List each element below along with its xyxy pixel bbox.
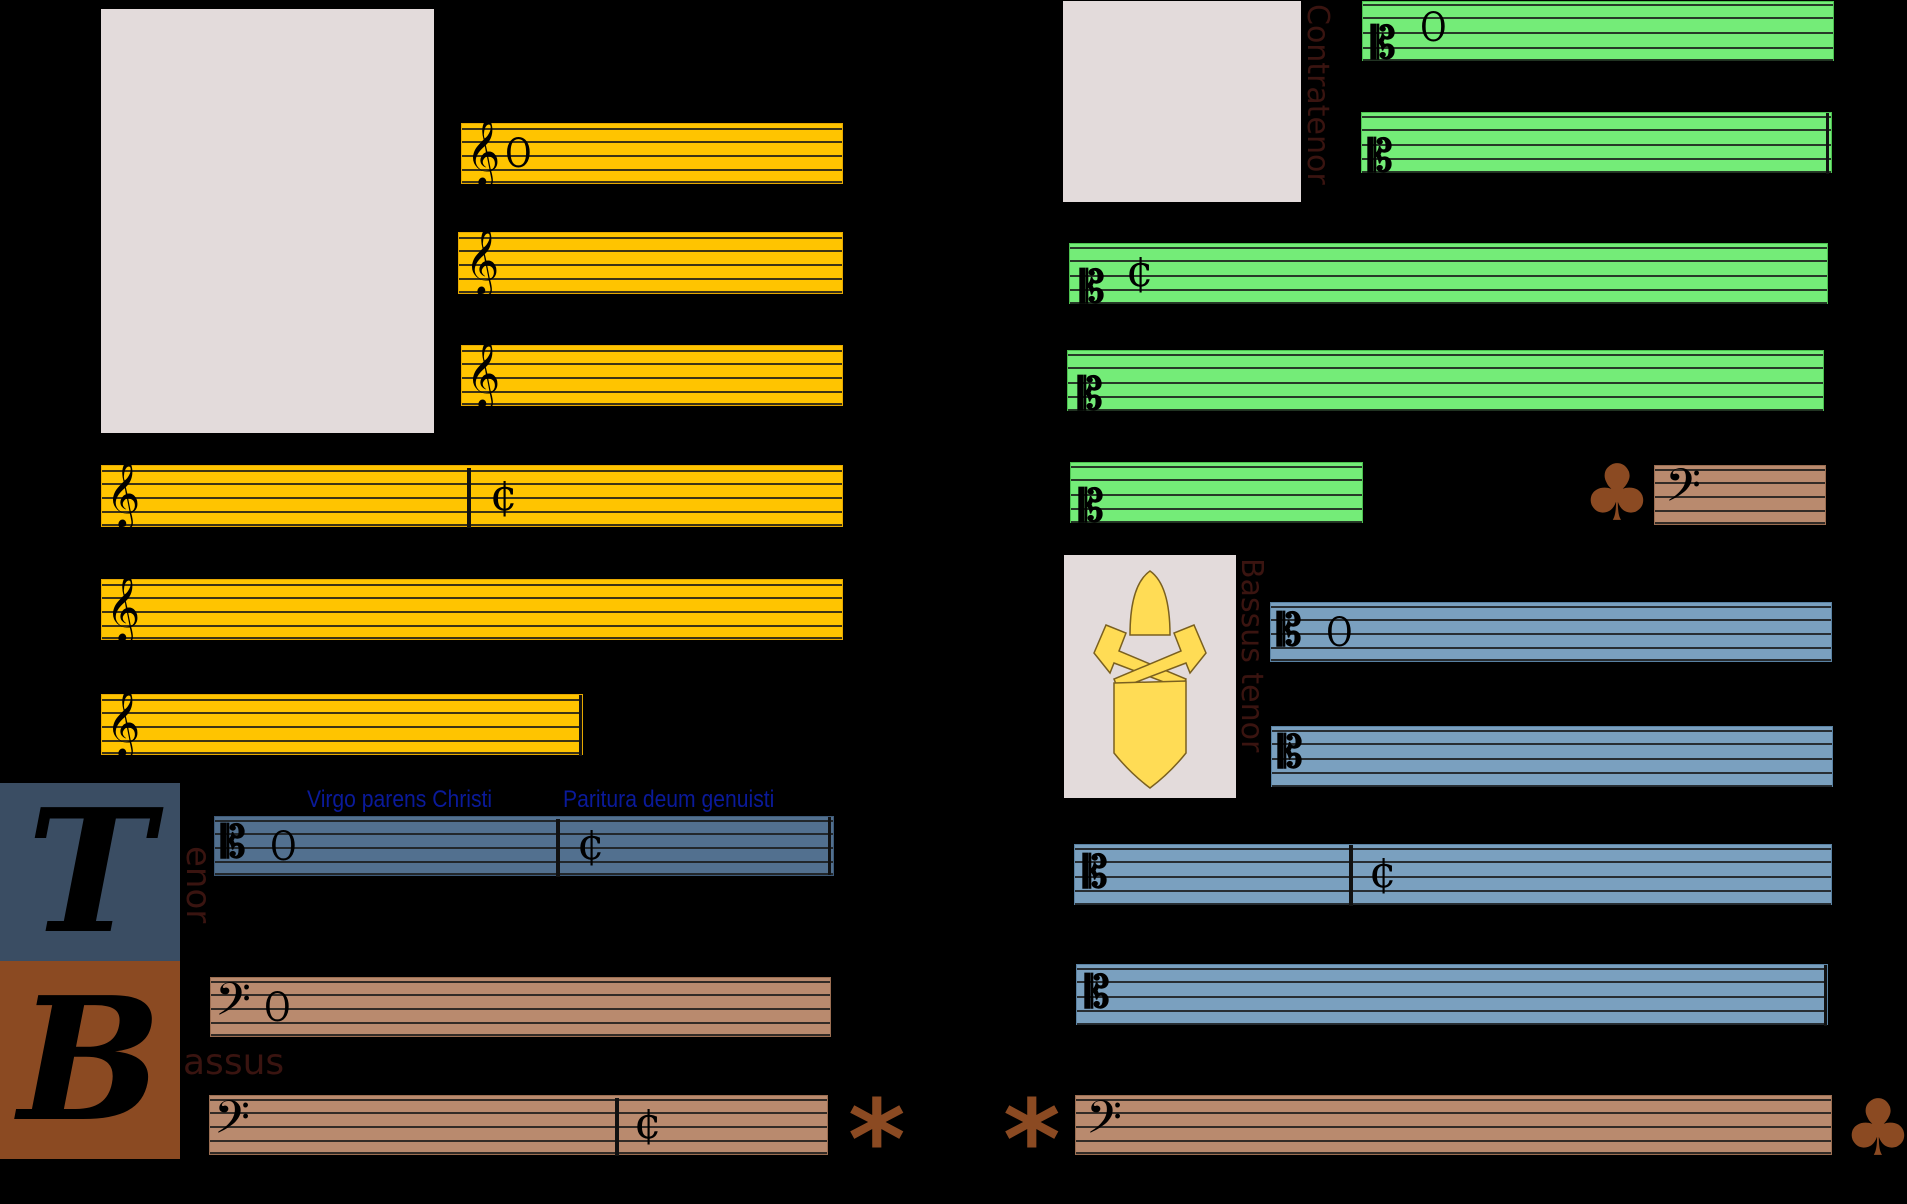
- whole-note-icon: O: [505, 131, 532, 177]
- alto-clef-icon: 𝄡: [221, 817, 246, 868]
- whole-note-icon: O: [1420, 5, 1447, 51]
- treble-clef-icon: 𝄞: [466, 339, 501, 407]
- tenor-initial: T: [0, 772, 180, 972]
- barline: [556, 819, 560, 877]
- tenor-initial-letter: T: [26, 772, 154, 972]
- cantus-staff-4: 𝄞 ¢: [101, 459, 843, 528]
- bassus-tenor-staff-4: 𝄡: [1076, 964, 1828, 1026]
- end-barline: [828, 817, 831, 875]
- treble-clef-icon: 𝄞: [465, 226, 500, 294]
- cantus-staff-2: 𝄞: [458, 226, 843, 294]
- barline: [467, 468, 471, 528]
- cantus-staff-1: 𝄞 O: [461, 117, 843, 185]
- tenor-label: enor: [178, 846, 218, 924]
- club-ornament-icon: ♣: [1582, 449, 1652, 539]
- barline: [1349, 845, 1353, 906]
- bass-clef-icon: 𝄢: [1086, 1091, 1123, 1156]
- treble-clef-icon: 𝄞: [106, 573, 141, 641]
- bassus-initial-letter: B: [18, 960, 162, 1160]
- bassus-label: assus: [183, 1042, 285, 1083]
- contratenor-staff-3: 𝄡 ¢: [1069, 243, 1828, 310]
- bassus-initial: B: [0, 960, 180, 1160]
- cantus-staff-6: 𝄞: [101, 688, 583, 756]
- alto-clef-icon: 𝄡: [1277, 605, 1302, 656]
- whole-note-icon: O: [1326, 610, 1353, 656]
- bassus-staff-2: 𝄢 ¢: [209, 1091, 828, 1156]
- alto-clef-icon: 𝄡: [1278, 727, 1303, 778]
- alto-clef-icon: 𝄡: [1080, 262, 1105, 313]
- contratenor-staff-5: 𝄡: [1070, 462, 1363, 529]
- whole-note-icon: O: [270, 824, 297, 870]
- treble-clef-icon: 𝄞: [106, 459, 141, 527]
- cantus-initial-placeholder: [101, 9, 434, 433]
- alto-clef-icon: 𝄡: [1368, 131, 1393, 182]
- bass-clef-icon: 𝄢: [1665, 459, 1702, 524]
- alto-clef-icon: 𝄡: [1085, 967, 1110, 1018]
- contratenor-initial-placeholder: [1063, 1, 1301, 202]
- cantus-staff-3: 𝄞: [461, 339, 843, 407]
- bassus-small-staff: 𝄢: [1654, 459, 1826, 525]
- contratenor-staff-4: 𝄡: [1067, 350, 1824, 417]
- mitre-crossed-keys-icon: [1093, 570, 1207, 789]
- lyric-part-2: Paritura deum genuisti: [563, 786, 775, 813]
- bassus-tenor-badge: [1064, 555, 1236, 798]
- contratenor-staff-2: 𝄡: [1361, 112, 1832, 179]
- alto-clef-icon: 𝄡: [1079, 481, 1104, 532]
- bass-clef-icon: 𝄢: [215, 973, 252, 1038]
- alto-clef-icon: 𝄡: [1078, 369, 1103, 420]
- asterisk-ornament-icon: *: [1003, 1076, 1061, 1204]
- cut-time-icon: ¢: [634, 1098, 662, 1149]
- bassus-staff-1: 𝄢 O: [210, 977, 831, 1037]
- end-barline: [579, 695, 582, 756]
- contratenor-staff-1: 𝄡 O: [1362, 1, 1834, 66]
- barline: [615, 1098, 619, 1156]
- tenor-staff: 𝄡 O ¢: [214, 816, 834, 877]
- bass-clef-icon: 𝄢: [214, 1091, 251, 1156]
- asterisk-ornament-icon: *: [848, 1076, 906, 1204]
- contratenor-label: Contratenor: [1300, 4, 1335, 185]
- end-barline: [1824, 965, 1827, 1026]
- cut-time-icon: ¢: [490, 470, 518, 521]
- alto-clef-icon: 𝄡: [1371, 18, 1396, 69]
- treble-clef-icon: 𝄞: [106, 688, 141, 756]
- bassus-long-staff: 𝄢: [1075, 1095, 1832, 1155]
- cut-time-icon: ¢: [1369, 847, 1397, 898]
- bassus-tenor-label: Bassus tenor: [1234, 558, 1269, 753]
- alto-clef-icon: 𝄡: [1083, 847, 1108, 898]
- lyric-part-1: Virgo parens Christi: [307, 786, 493, 813]
- club-ornament-icon: ♣: [1843, 1084, 1907, 1174]
- bassus-tenor-staff-1: 𝄡 O: [1270, 602, 1832, 662]
- bassus-tenor-staff-3: 𝄡 ¢: [1074, 844, 1832, 906]
- cantus-staff-5: 𝄞: [101, 573, 843, 641]
- cut-time-icon: ¢: [1126, 246, 1154, 297]
- end-barline: [1826, 113, 1829, 174]
- whole-note-icon: O: [264, 985, 291, 1031]
- cut-time-icon: ¢: [577, 819, 605, 870]
- treble-clef-icon: 𝄞: [466, 117, 501, 185]
- bassus-tenor-staff-2: 𝄡: [1271, 726, 1833, 787]
